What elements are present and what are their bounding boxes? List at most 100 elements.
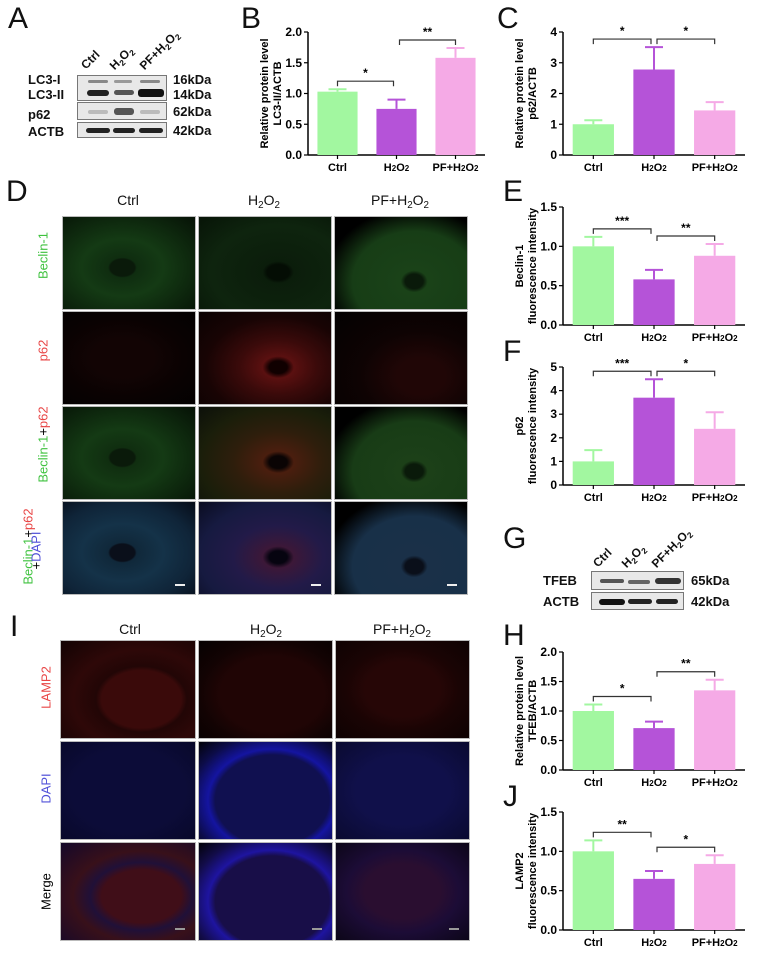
significance-bracket <box>398 39 457 45</box>
bar <box>572 124 614 155</box>
bar <box>435 57 476 155</box>
chart-b-lc3: Relative protein levelLC3-II/ACTB 0.0 0.5 1… <box>250 20 495 175</box>
row-label-dapi: DAPI <box>38 773 54 804</box>
blot-actb <box>591 592 684 610</box>
y-tick-label: 1.0 <box>540 844 557 858</box>
significance-label: *** <box>615 214 629 228</box>
panel-letter-a: A <box>8 2 29 35</box>
wb-row-label: ACTB <box>28 124 65 139</box>
row-label-beclin1-p62: Beclin-1+p62 <box>35 406 51 483</box>
blot-actb <box>77 122 167 138</box>
y-tick-label: 3 <box>550 56 557 70</box>
x-tick-label: H2O2 <box>641 777 667 789</box>
blot-p62 <box>77 102 167 120</box>
micrograph-beclin1-h2o2 <box>198 216 332 310</box>
row-label-lamp2: LAMP2 <box>38 666 54 709</box>
micrograph-merge-h2o2 <box>198 406 332 500</box>
bar <box>317 91 358 155</box>
lane-label-ctrl: Ctrl <box>78 47 103 72</box>
bar <box>572 711 614 770</box>
y-tick-label: 0.0 <box>540 763 557 777</box>
x-tick-label: PF+H2O2 <box>692 162 738 174</box>
significance-bracket <box>656 38 716 45</box>
wb-row-label: TFEB <box>543 573 577 588</box>
panel-letter-f: F <box>503 335 522 368</box>
x-tick-label: PF+H2O2 <box>692 332 738 344</box>
y-tick-label: 0.5 <box>540 884 557 898</box>
bar <box>694 428 736 485</box>
y-tick-label: 4 <box>550 384 557 398</box>
x-tick-label: H2O2 <box>641 492 667 504</box>
x-tick-label: PF+H2O2 <box>692 777 738 789</box>
y-tick-label: 1.5 <box>540 675 557 689</box>
significance-label: ** <box>681 221 691 235</box>
micrograph-merge-ctrl <box>62 406 196 500</box>
row-label-beclin1: Beclin-1 <box>35 232 51 279</box>
y-axis-label: p62fluorescence intensity <box>514 367 539 484</box>
y-tick-label: 0 <box>550 148 557 162</box>
significance-bracket <box>656 370 716 377</box>
wb-kda: 62kDa <box>173 104 212 119</box>
y-tick-label: 2.0 <box>540 645 557 659</box>
bar <box>633 69 675 155</box>
micrograph-lamp2-ctrl <box>60 640 196 739</box>
column-title-ctrl: Ctrl <box>119 621 141 637</box>
y-tick-label: 0.5 <box>285 117 302 131</box>
micrograph-p62-ctrl <box>62 311 196 405</box>
significance-label: * <box>363 66 368 80</box>
bar <box>694 255 736 325</box>
significance-label: *** <box>615 356 629 370</box>
micrograph-merge-pf-h2o2 <box>335 842 470 941</box>
lane-label-ctrl: Ctrl <box>590 545 615 570</box>
wb-kda: 14kDa <box>173 87 212 102</box>
column-title-h2o2: H2O2 <box>250 621 282 640</box>
wb-row-label: p62 <box>28 107 51 122</box>
bar <box>572 246 614 325</box>
wb-row-label: LC3-I <box>28 72 61 87</box>
y-tick-label: 3 <box>550 407 557 421</box>
y-tick-label: 1 <box>550 117 557 131</box>
x-tick-label: PF+H2O2 <box>433 162 479 174</box>
wb-row-label: ACTB <box>543 594 580 609</box>
y-tick-label: 0.5 <box>540 279 557 293</box>
x-tick-label: Ctrl <box>328 162 347 174</box>
bar <box>572 461 614 485</box>
micrograph-dapi-ctrl <box>60 741 196 840</box>
x-tick-label: PF+H2O2 <box>692 937 738 949</box>
panel-letter-j: J <box>503 780 518 813</box>
column-title-pf-h2o2: PF+H2O2 <box>371 192 429 211</box>
y-tick-label: 1.5 <box>540 200 557 214</box>
y-axis-label: Relative protein levelp62/ACTB <box>514 38 539 148</box>
micrograph-merge-dapi-h2o2 <box>198 501 332 595</box>
significance-label: ** <box>681 657 691 671</box>
panel-letter-d: D <box>6 175 28 208</box>
micrograph-merge-pf-h2o2 <box>334 406 468 500</box>
lane-label-h2o2: H2O2 <box>106 46 138 73</box>
wb-kda: 16kDa <box>173 72 212 87</box>
y-axis-label: Relative protein levelLC3-II/ACTB <box>259 38 284 148</box>
y-tick-label: 5 <box>550 360 557 374</box>
x-tick-label: Ctrl <box>584 937 603 949</box>
micrograph-merge-h2o2 <box>198 842 333 941</box>
significance-bracket <box>592 38 652 45</box>
significance-label: ** <box>423 25 433 39</box>
y-tick-label: 0.5 <box>540 734 557 748</box>
significance-bracket <box>592 228 652 234</box>
significance-bracket <box>656 846 716 853</box>
lane-label-pf-h2o2: PF+H2O2 <box>648 528 696 571</box>
lane-label-pf-h2o2: PF+H2O2 <box>136 30 184 73</box>
bar <box>694 863 736 930</box>
x-tick-label: Ctrl <box>584 777 603 789</box>
significance-label: * <box>683 356 688 370</box>
x-tick-label: Ctrl <box>584 332 603 344</box>
y-axis-label: Relative protein levelTFEB/ACTB <box>514 656 539 766</box>
significance-label: * <box>683 24 688 38</box>
wb-kda: 42kDa <box>173 123 212 138</box>
chart-e-beclin1: Beclin-1fluorescence intensity 0.0 0.5 1.0 1… <box>505 195 755 345</box>
bar <box>633 728 675 770</box>
bar <box>633 397 675 485</box>
significance-label: ** <box>617 817 627 831</box>
micrograph-lamp2-h2o2 <box>198 640 333 739</box>
y-tick-label: 0.0 <box>540 923 557 937</box>
chart-h-tfeb: Relative protein levelTFEB/ACTB 0.0 0.5 1.0… <box>505 640 755 790</box>
